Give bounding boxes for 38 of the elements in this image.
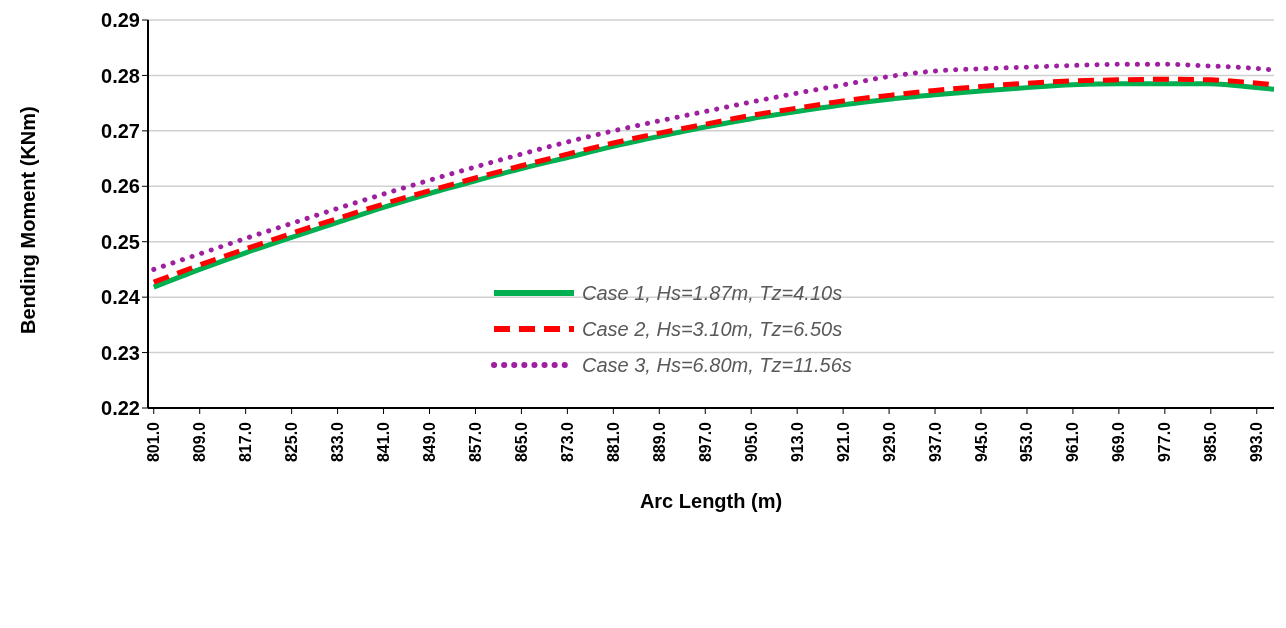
x-tick-label: 945.0 [972, 421, 990, 463]
x-tick-label: 937.0 [926, 421, 944, 463]
y-tick-label: 0.23 [101, 341, 140, 364]
x-tick-label: 873.0 [558, 421, 576, 463]
x-tick-label: 969.0 [1110, 421, 1128, 463]
y-tick-label: 0.27 [101, 119, 140, 142]
y-tick-label: 0.29 [101, 9, 140, 32]
legend-label: Case 2, Hs=3.10m, Tz=6.50s [582, 317, 843, 341]
x-tick-label: 857.0 [466, 421, 484, 463]
x-tick-label: 801.0 [145, 421, 163, 463]
x-tick-label: 913.0 [788, 421, 806, 463]
x-tick-label: 985.0 [1202, 421, 1220, 463]
x-tick-label: 929.0 [880, 421, 898, 463]
y-tick-label: 0.24 [101, 286, 141, 309]
x-tick-label: 881.0 [604, 421, 622, 463]
x-tick-label: 849.0 [421, 421, 438, 463]
x-tick-label: 961.0 [1064, 421, 1082, 463]
y-axis-title: Bending Moment (KNm) [17, 106, 40, 334]
x-tick-label: 993.0 [1248, 421, 1266, 463]
y-tick-label: 0.25 [101, 230, 140, 253]
x-tick-label: 833.0 [329, 421, 347, 463]
x-tick-label: 953.0 [1018, 421, 1036, 463]
x-tick-label: 825.0 [283, 421, 301, 463]
x-tick-label: 889.0 [650, 421, 668, 463]
y-tick-label: 0.22 [101, 397, 140, 420]
x-tick-label: 897.0 [696, 421, 714, 463]
x-tick-label: 817.0 [237, 421, 255, 463]
legend-label: Case 1, Hs=1.87m, Tz=4.10s [582, 281, 843, 305]
x-tick-label: 809.0 [191, 421, 209, 463]
x-axis-title: Arc Length (m) [639, 490, 783, 512]
y-tick-label: 0.28 [101, 64, 140, 87]
legend-label: Case 3, Hs=6.80m, Tz=11.56s [582, 353, 852, 377]
x-tick-label: 921.0 [834, 421, 852, 463]
y-tick-label: 0.26 [101, 175, 140, 198]
x-tick-label: 865.0 [512, 421, 530, 463]
x-tick-label: 841.0 [375, 421, 393, 463]
x-tick-label: 905.0 [742, 421, 760, 463]
x-tick-label: 977.0 [1156, 421, 1174, 463]
